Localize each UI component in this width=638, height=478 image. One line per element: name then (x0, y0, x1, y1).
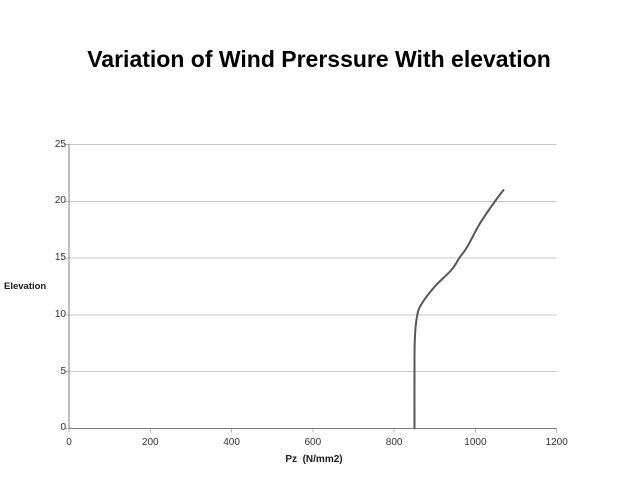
x-tick-label: 0 (66, 437, 72, 448)
x-axis-title: Pz (N/mm2) (285, 454, 343, 465)
y-tick-label: 15 (54, 252, 66, 264)
y-tick-label: 0 (60, 422, 66, 434)
y-tick-label: 10 (54, 308, 66, 320)
x-tick-label: 800 (385, 437, 403, 448)
y-tick-label: 5 (60, 365, 66, 377)
x-tick-label: 600 (304, 437, 322, 448)
wind-pressure-curve (413, 189, 505, 430)
y-tick-label: 25 (54, 138, 66, 150)
chart-title: Variation of Wind Prerssure With elevati… (87, 46, 551, 72)
y-tick-label: 20 (54, 195, 66, 207)
x-tick-label: 200 (141, 437, 159, 448)
x-tick-label: 400 (223, 437, 240, 448)
x-tick-label: 1200 (545, 437, 568, 448)
y-axis-title: Elevation (4, 281, 47, 292)
x-tick-label: 1000 (464, 437, 487, 448)
